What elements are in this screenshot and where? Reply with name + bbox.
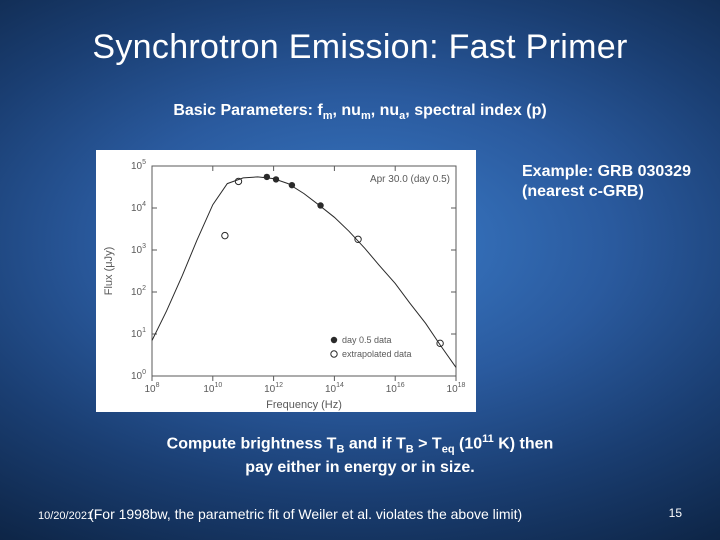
params-sep2: , nu — [371, 102, 399, 119]
compute-line1: Compute brightness TB and if TB > Teq (1… — [0, 432, 720, 457]
compute-exp: 11 — [482, 433, 494, 445]
compute-line2: pay either in energy or in size. — [0, 457, 720, 479]
params-line: Basic Parameters: fm, num, nua, spectral… — [0, 102, 720, 122]
compute-p2: and if T — [344, 435, 405, 452]
params-sep1: , nu — [333, 102, 361, 119]
svg-text:day 0.5 data: day 0.5 data — [342, 335, 392, 345]
compute-p4: (10 — [455, 435, 483, 452]
compute-p3: > T — [414, 435, 442, 452]
slide-title: Synchrotron Emission: Fast Primer — [0, 28, 720, 67]
params-sub-m: m — [323, 110, 333, 122]
compute-text: Compute brightness TB and if TB > Teq (1… — [0, 432, 720, 479]
chart-container: 1081010101210141016101810010110210310410… — [96, 150, 476, 412]
compute-p5: K) then — [494, 435, 554, 452]
compute-eq: eq — [442, 444, 455, 456]
footer-date: 10/20/2021 — [38, 510, 93, 522]
example-text: Example: GRB 030329 (nearest c-GRB) — [522, 162, 712, 202]
params-prefix: Basic Parameters: f — [173, 102, 322, 119]
svg-text:extrapolated data: extrapolated data — [342, 349, 412, 359]
svg-text:Flux (μJy): Flux (μJy) — [103, 247, 115, 296]
footer-note: (For 1998bw, the parametric fit of Weile… — [89, 506, 522, 522]
compute-B2: B — [406, 444, 414, 456]
spectrum-chart: 1081010101210141016101810010110210310410… — [96, 150, 476, 412]
svg-text:Apr 30.0 (day 0.5): Apr 30.0 (day 0.5) — [370, 174, 450, 185]
footer: 10/20/2021(For 1998bw, the parametric fi… — [38, 506, 682, 522]
params-sub-m2: m — [361, 110, 371, 122]
svg-text:Frequency (Hz): Frequency (Hz) — [266, 399, 342, 411]
compute-p1: Compute brightness T — [167, 435, 337, 452]
params-suffix: , spectral index (p) — [405, 102, 546, 119]
example-line1: Example: GRB 030329 — [522, 162, 712, 182]
page-number: 15 — [669, 506, 682, 520]
example-line2: (nearest c-GRB) — [522, 182, 712, 202]
